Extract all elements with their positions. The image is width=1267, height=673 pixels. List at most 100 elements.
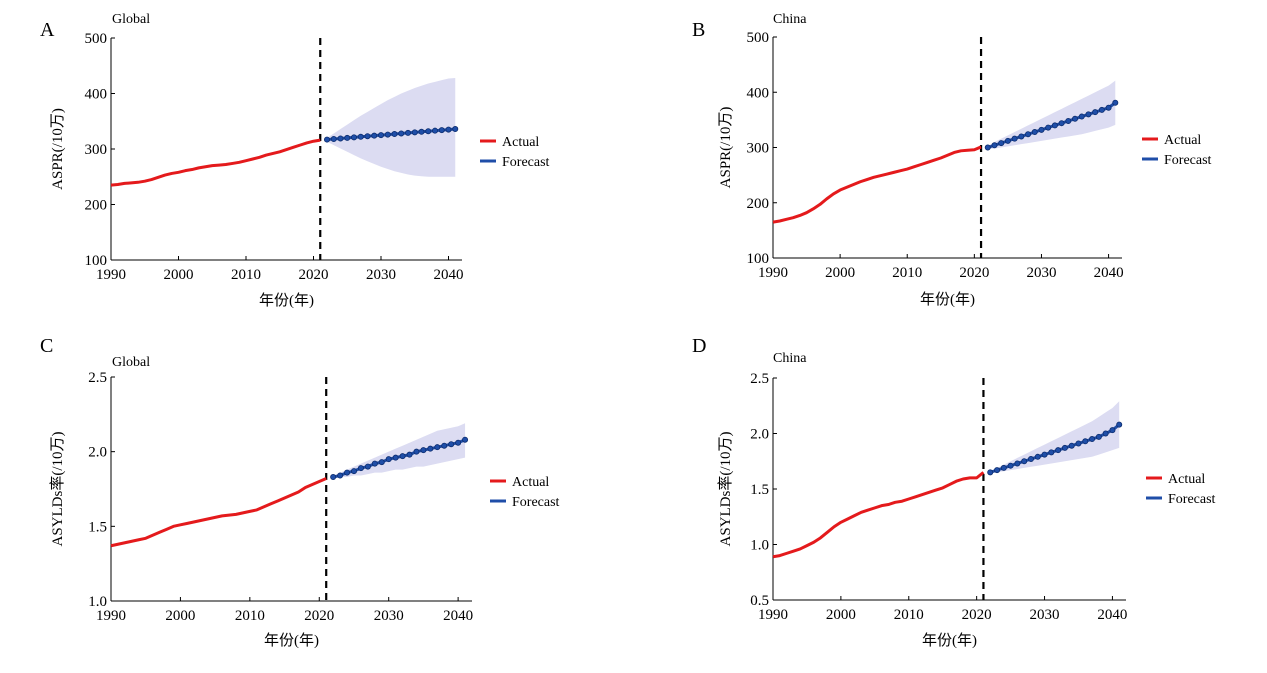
- forecast-point: [1011, 135, 1018, 142]
- forecast-point: [406, 451, 413, 458]
- forecast-point: [994, 467, 1001, 474]
- forecast-point: [1095, 433, 1102, 440]
- forecast-point: [1098, 106, 1105, 113]
- y-tick-label: 300: [747, 141, 770, 157]
- forecast-point: [1065, 117, 1072, 124]
- forecast-point: [404, 129, 411, 136]
- forecast-point: [448, 441, 455, 448]
- forecast-point: [1041, 451, 1048, 458]
- legend-entry: Actual: [1164, 133, 1201, 148]
- x-axis-label: 年份(年): [259, 292, 314, 309]
- forecast-point: [1025, 131, 1032, 138]
- forecast-point: [377, 132, 384, 139]
- x-tick-label: 2030: [374, 608, 404, 624]
- forecast-point: [418, 128, 425, 135]
- x-tick-label: 2040: [1094, 265, 1124, 281]
- actual-series-line: [110, 138, 321, 187]
- chart-panel-a: A Global 100 200 300 400 500 1990 2000 2010 2020 20…: [40, 12, 550, 309]
- forecast-point: [1048, 449, 1055, 456]
- forecast-point: [1078, 113, 1085, 120]
- forecast-point: [357, 133, 364, 140]
- chart-title: China: [773, 12, 807, 27]
- forecast-point: [378, 459, 385, 466]
- forecast-point: [1034, 453, 1041, 460]
- panel-letter: D: [692, 335, 706, 357]
- y-tick-label: 1.5: [88, 519, 107, 535]
- legend-entry: Forecast: [1168, 492, 1216, 507]
- forecast-band: [327, 77, 456, 177]
- forecast-point: [431, 127, 438, 134]
- forecast-point: [350, 468, 357, 475]
- y-tick-label: 200: [747, 196, 770, 212]
- y-axis-label: ASYLDs率(/10万): [49, 431, 66, 546]
- forecast-point: [1038, 126, 1045, 133]
- y-tick-label: 2.0: [88, 445, 107, 461]
- x-tick-label: 2010: [235, 608, 265, 624]
- forecast-point: [1116, 421, 1123, 428]
- forecast-point: [441, 442, 448, 449]
- actual-series-line: [772, 145, 982, 224]
- forecast-point: [337, 472, 344, 479]
- forecast-point: [1000, 464, 1007, 471]
- y-tick-label: 300: [85, 142, 108, 158]
- y-axis-label: ASPR(/10万): [718, 107, 734, 189]
- panel-letter: B: [692, 19, 705, 41]
- forecast-point: [1055, 447, 1062, 454]
- x-tick-label: 1990: [758, 607, 788, 623]
- forecast-point: [384, 131, 391, 138]
- x-tick-label: 2020: [962, 607, 992, 623]
- panel-letter: C: [40, 335, 53, 357]
- forecast-point: [1061, 444, 1068, 451]
- x-tick-label: 2000: [826, 607, 856, 623]
- forecast-point: [1112, 99, 1119, 106]
- forecast-point: [1089, 436, 1096, 443]
- y-axis-label: ASPR(/10万): [50, 108, 66, 190]
- x-tick-label: 2020: [299, 267, 329, 283]
- forecast-point: [391, 131, 398, 138]
- x-axis-label: 年份(年): [922, 632, 977, 649]
- y-tick-label: 400: [747, 85, 770, 101]
- forecast-point: [1007, 462, 1014, 469]
- x-tick-label: 2000: [164, 267, 194, 283]
- x-tick-label: 2040: [1097, 607, 1127, 623]
- chart-panel-b: B China 100 200 300 400 500 1990 2000 2010 2020 203…: [692, 12, 1212, 308]
- forecast-point: [1075, 440, 1082, 447]
- forecast-point: [1072, 115, 1079, 122]
- forecast-point: [991, 142, 998, 149]
- forecast-point: [1004, 137, 1011, 144]
- forecast-point: [385, 456, 392, 463]
- forecast-point: [1102, 430, 1109, 437]
- forecast-point: [1045, 124, 1052, 131]
- forecast-point: [411, 129, 418, 136]
- forecast-point: [357, 465, 364, 472]
- forecast-point: [1027, 456, 1034, 463]
- y-tick-label: 1.0: [88, 594, 107, 610]
- forecast-point: [330, 474, 337, 481]
- forecast-point: [438, 127, 445, 134]
- forecast-point: [984, 144, 991, 151]
- panel-letter: A: [40, 19, 55, 41]
- forecast-point: [413, 448, 420, 455]
- x-tick-label: 2030: [366, 267, 396, 283]
- x-tick-label: 2040: [443, 608, 473, 624]
- legend-entry: Forecast: [1164, 153, 1212, 168]
- y-tick-label: 2.5: [88, 370, 107, 386]
- forecast-point: [1105, 104, 1112, 111]
- x-tick-label: 2020: [304, 608, 334, 624]
- x-tick-label: 2030: [1026, 265, 1056, 281]
- forecast-point: [344, 134, 351, 141]
- chart-panel-c: C Global 1.0 1.5 2.0 2.5 1990 2000 2010 2020 2030 2…: [40, 335, 560, 649]
- y-tick-label: 500: [85, 31, 108, 47]
- x-tick-label: 2040: [434, 267, 464, 283]
- forecast-point: [445, 126, 452, 133]
- forecast-point: [1014, 460, 1021, 467]
- forecast-point: [1109, 427, 1116, 434]
- chart-title: China: [773, 351, 807, 366]
- forecast-point: [1021, 458, 1028, 465]
- y-tick-label: 200: [85, 198, 108, 214]
- x-tick-label: 2000: [165, 608, 195, 624]
- forecast-point: [455, 439, 462, 446]
- x-tick-label: 2010: [892, 265, 922, 281]
- forecast-point: [434, 444, 441, 451]
